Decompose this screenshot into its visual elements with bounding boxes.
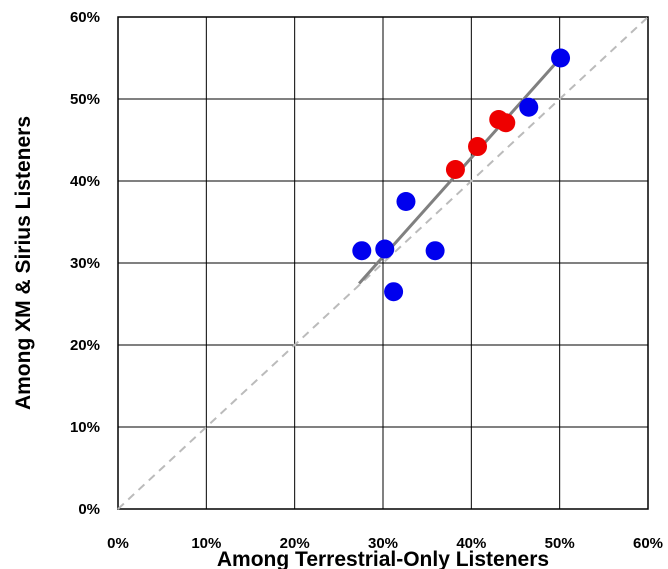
x-tick-label: 30% — [368, 535, 398, 552]
y-tick-label: 60% — [70, 9, 100, 26]
reference-diagonal-line — [117, 16, 649, 510]
data-point-red — [468, 137, 488, 157]
y-tick-label: 0% — [78, 501, 100, 518]
x-tick-label: 40% — [456, 535, 486, 552]
x-tick-label: 50% — [545, 535, 575, 552]
x-tick-label: 10% — [191, 535, 221, 552]
y-tick-label: 30% — [70, 255, 100, 272]
data-point-red — [445, 160, 465, 180]
data-point-blue — [375, 239, 395, 259]
data-point-blue — [396, 192, 416, 211]
gridlines — [118, 17, 648, 509]
data-point-blue — [551, 48, 571, 68]
y-tick-labels: 0% 10% 20% 30% 40% 50% 60% — [70, 9, 100, 518]
x-tick-label: 0% — [107, 535, 129, 552]
data-point-blue — [425, 241, 445, 261]
x-tick-labels: 0% 10% 20% 30% 40% 50% 60% — [107, 535, 663, 552]
x-tick-label: 20% — [280, 535, 310, 552]
y-axis-title: Among XM & Sirius Listeners — [12, 116, 35, 410]
data-point-blue — [352, 241, 372, 261]
data-points — [352, 48, 571, 302]
y-tick-label: 20% — [70, 337, 100, 354]
x-axis-title: Among Terrestrial-Only Listeners — [217, 548, 549, 569]
data-point-red — [496, 113, 516, 133]
y-tick-label: 50% — [70, 91, 100, 108]
y-tick-label: 40% — [70, 173, 100, 190]
x-tick-label: 60% — [633, 535, 663, 552]
y-tick-label: 10% — [70, 419, 100, 436]
data-point-blue — [519, 97, 539, 117]
data-point-blue — [384, 282, 404, 302]
